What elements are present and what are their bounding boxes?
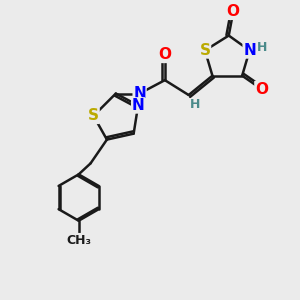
Text: N: N — [243, 43, 256, 58]
Text: O: O — [255, 82, 268, 97]
Text: N: N — [133, 86, 146, 101]
Text: S: S — [200, 43, 211, 58]
Text: S: S — [88, 108, 99, 123]
Text: H: H — [257, 41, 267, 54]
Text: N: N — [132, 98, 145, 113]
Text: O: O — [227, 4, 240, 19]
Text: O: O — [158, 47, 171, 62]
Text: CH₃: CH₃ — [66, 234, 91, 247]
Text: H: H — [131, 98, 142, 111]
Text: H: H — [190, 98, 200, 111]
